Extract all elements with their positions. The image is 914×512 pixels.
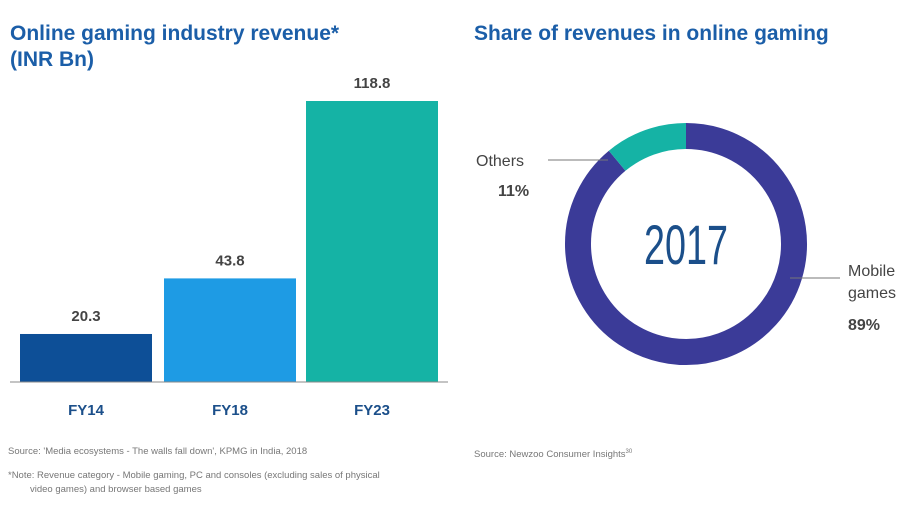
donut-slice-others <box>608 123 687 172</box>
bar-chart-note-line1: *Note: Revenue category - Mobile gaming,… <box>8 470 380 481</box>
donut-chart-source-ref: 30 <box>625 449 633 455</box>
x-axis-label-fy18: FY18 <box>212 402 248 419</box>
x-axis-label-fy23: FY23 <box>354 402 390 419</box>
bar-chart-note: *Note: Revenue category - Mobile gaming,… <box>8 469 448 497</box>
donut-chart-title: Share of revenues in online gaming <box>474 22 829 45</box>
donut-chart-source: Source: Newzoo Consumer Insights30 <box>474 445 632 462</box>
bar-value-label-fy23: 118.8 <box>354 75 391 92</box>
donut-chart-source-text: Source: Newzoo Consumer Insights <box>474 449 626 461</box>
bar-fy14 <box>20 333 152 382</box>
bar-value-label-fy18: 43.8 <box>215 252 244 269</box>
bar-fy23 <box>306 101 438 382</box>
donut-center-label: 2017 <box>644 213 728 276</box>
x-axis-label-fy14: FY14 <box>68 402 105 419</box>
bar-chart-title-line2: (INR Bn) <box>10 48 94 71</box>
bar-chart-title-line1: Online gaming industry revenue* <box>10 22 340 45</box>
mobile-label-line2: games <box>848 285 896 302</box>
bar-value-label-fy14: 20.3 <box>71 308 100 325</box>
bar-chart-note-line2: video games) and browser based games <box>30 484 202 495</box>
mobile-label-line1: Mobile <box>848 263 895 280</box>
bar-fy18 <box>164 278 296 382</box>
others-percent: 11% <box>498 183 529 200</box>
bar-chart-title: Online gaming industry revenue* (INR Bn) <box>10 21 450 73</box>
others-label: Others <box>476 153 524 170</box>
donut-slice-mobile-games <box>565 123 807 365</box>
mobile-percent: 89% <box>848 317 880 334</box>
bar-chart-source: Source: 'Media ecosystems - The walls fa… <box>8 446 308 457</box>
